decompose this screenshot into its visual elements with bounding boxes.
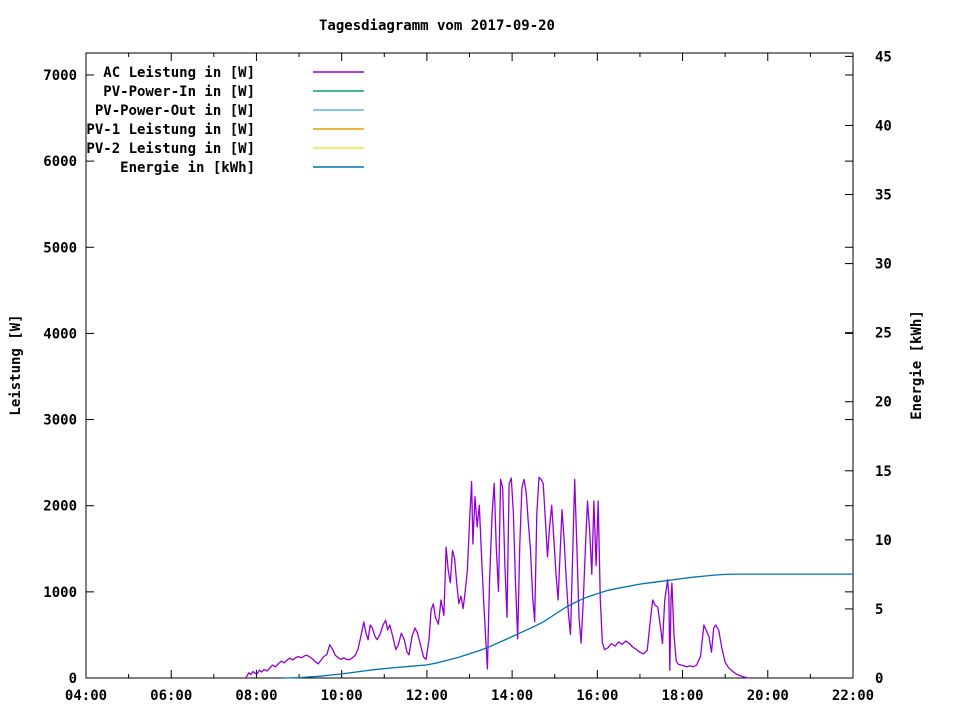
x-tick-label: 10:00 — [321, 688, 363, 704]
y-right-tick-label: 25 — [875, 326, 892, 342]
x-tick-label: 18:00 — [661, 688, 703, 704]
y-right-tick-label: 0 — [875, 671, 883, 687]
y-right-tick-label: 45 — [875, 49, 892, 65]
x-tick-label: 14:00 — [491, 688, 533, 704]
y-right-tick-label: 40 — [875, 118, 892, 134]
series-line — [283, 573, 853, 679]
y-left-tick-label: 3000 — [43, 413, 77, 429]
y-left-tick-label: 7000 — [43, 68, 77, 84]
legend-label: PV-Power-Out in [W] — [95, 103, 255, 119]
x-tick-label: 12:00 — [406, 688, 448, 704]
y-left-tick-label: 2000 — [43, 499, 77, 515]
legend-label: PV-2 Leistung in [W] — [86, 141, 255, 157]
y-right-tick-label: 5 — [875, 602, 883, 618]
chart-title: Tagesdiagramm vom 2017-09-20 — [318, 18, 555, 34]
y-right-tick-label: 35 — [875, 188, 892, 204]
x-tick-label: 20:00 — [747, 688, 789, 704]
x-tick-label: 22:00 — [832, 688, 874, 704]
series-line — [245, 476, 750, 679]
y-left-tick-label: 4000 — [43, 326, 77, 342]
legend-label: PV-1 Leistung in [W] — [86, 122, 255, 138]
y-left-tick-label: 6000 — [43, 154, 77, 170]
y-left-tick-label: 0 — [69, 671, 77, 687]
x-tick-label: 06:00 — [150, 688, 192, 704]
x-tick-label: 04:00 — [65, 688, 107, 704]
legend-label: PV-Power-In in [W] — [103, 84, 255, 100]
y-left-tick-label: 5000 — [43, 240, 77, 256]
legend-label: AC Leistung in [W] — [103, 65, 255, 81]
y-right-tick-label: 20 — [875, 395, 892, 411]
y-right-tick-label: 10 — [875, 533, 892, 549]
y-right-tick-label: 30 — [875, 257, 892, 273]
y-left-tick-label: 1000 — [43, 585, 77, 601]
y-right-tick-label: 15 — [875, 464, 892, 480]
x-tick-label: 16:00 — [576, 688, 618, 704]
legend-label: Energie in [kWh] — [120, 160, 255, 176]
x-tick-label: 08:00 — [235, 688, 277, 704]
